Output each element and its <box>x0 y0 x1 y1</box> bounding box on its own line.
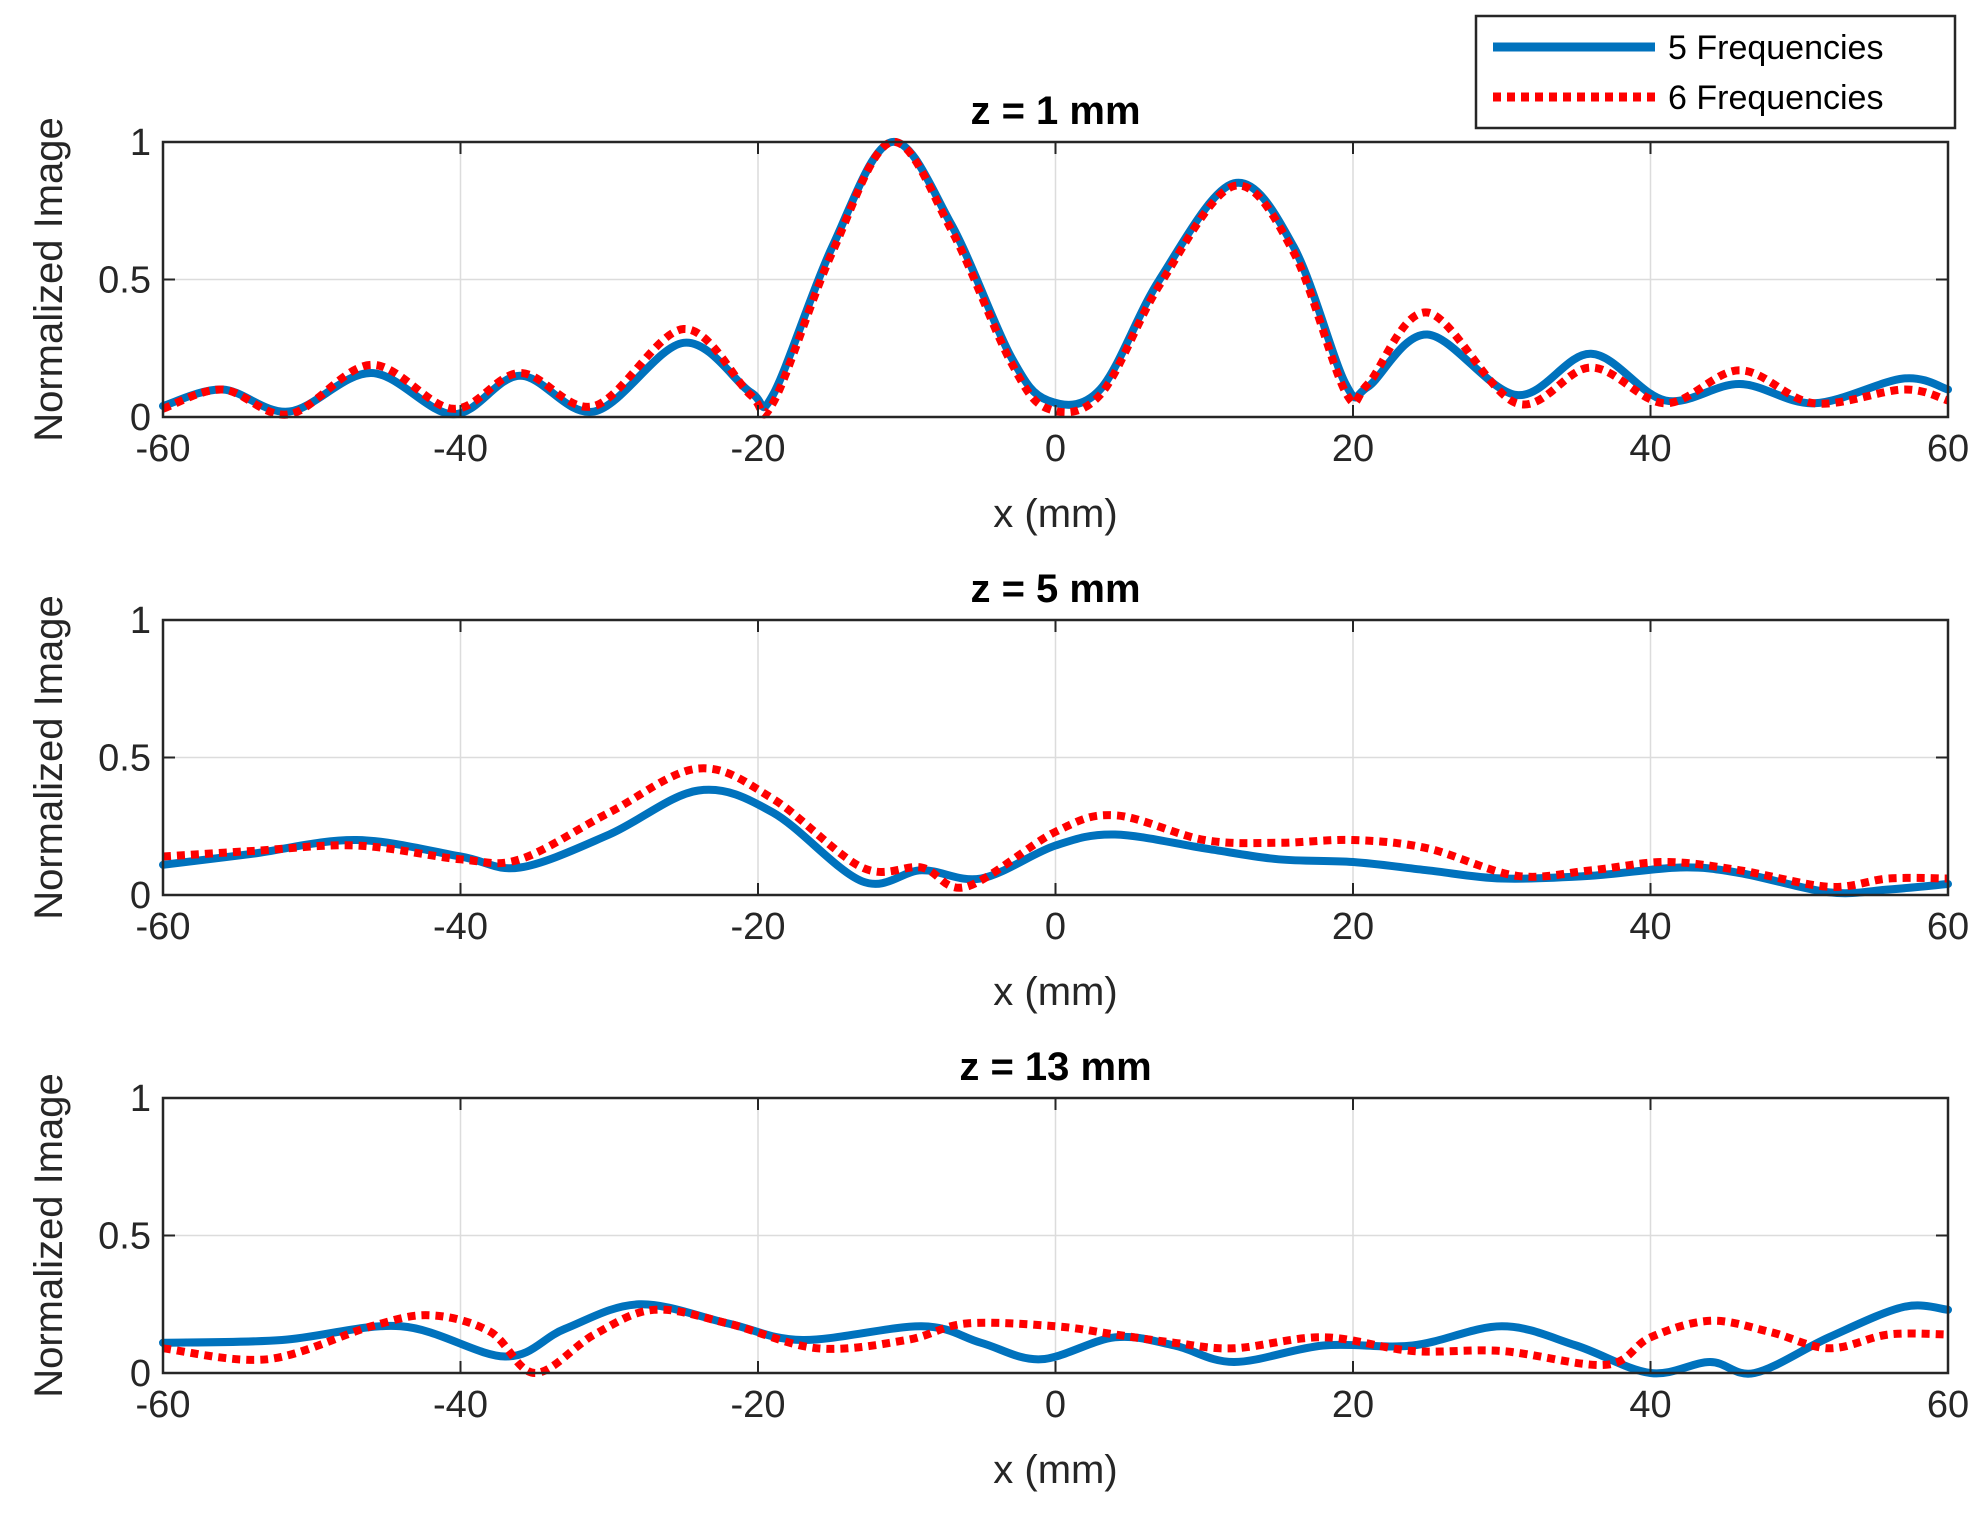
x-axis-label: x (mm) <box>993 970 1117 1014</box>
x-tick-label: 0 <box>1045 906 1066 948</box>
series-line-5-frequencies <box>159 785 1952 898</box>
y-tick-label: 0 <box>130 1353 151 1395</box>
subplot-1: -60 -40 -20 0 20 40 60 0 0.5 1 z = 1 mm x (mm) Norma… <box>27 89 1969 536</box>
legend: 5 Frequencies 6 Frequencies <box>1474 14 1957 130</box>
subplot-title: z = 1 mm <box>970 89 1140 133</box>
x-tick-label: -20 <box>731 428 786 470</box>
subplot-2: -60 -40 -20 0 20 40 60 0 0.5 1 z = 5 mm x (mm) Norma… <box>27 567 1969 1014</box>
y-tick-label: 1 <box>130 122 151 164</box>
x-axis-label: x (mm) <box>993 1448 1117 1492</box>
subplot-title: z = 5 mm <box>970 567 1140 611</box>
x-tick-label: -40 <box>433 906 488 948</box>
y-tick-label: 0.5 <box>98 1216 151 1258</box>
y-axis-label: Normalized Image <box>27 595 71 920</box>
x-tick-label: -20 <box>731 1384 786 1426</box>
y-axis-label: Normalized Image <box>27 117 71 442</box>
legend-label-5-frequencies: 5 Frequencies <box>1668 29 1883 67</box>
x-tick-label: -40 <box>433 1384 488 1426</box>
y-tick-label: 0.5 <box>98 738 151 780</box>
series-line-6-frequencies <box>162 764 1949 892</box>
subplot-panels: -60 -40 -20 0 20 40 60 0 0.5 1 z = 1 mm x (mm) Norma… <box>27 89 1969 1492</box>
x-axis-label: x (mm) <box>993 492 1117 536</box>
x-tick-label: 60 <box>1927 906 1969 948</box>
y-tick-label: 1 <box>130 600 151 642</box>
y-tick-label: 0 <box>130 875 151 917</box>
y-tick-label: 0.5 <box>98 260 151 302</box>
x-tick-label: 20 <box>1332 1384 1374 1426</box>
x-tick-label: 60 <box>1927 428 1969 470</box>
x-tick-label: -40 <box>433 428 488 470</box>
x-tick-label: 40 <box>1629 1384 1671 1426</box>
series-line-6-frequencies <box>161 138 1950 419</box>
y-axis-label: Normalized Image <box>27 1073 71 1398</box>
legend-box <box>1474 14 1957 130</box>
x-tick-label: 40 <box>1629 906 1671 948</box>
x-tick-label: 0 <box>1045 428 1066 470</box>
legend-label-6-frequencies: 6 Frequencies <box>1668 79 1883 117</box>
series-line-6-frequencies <box>162 1305 1949 1377</box>
subplot-3: -60 -40 -20 0 20 40 60 0 0.5 1 z = 13 mm x (mm) Norm… <box>27 1045 1969 1492</box>
x-tick-label: 40 <box>1629 428 1671 470</box>
x-tick-label: -60 <box>136 1384 191 1426</box>
x-tick-label: -60 <box>136 906 191 948</box>
x-tick-label: 60 <box>1927 1384 1969 1426</box>
subplot-title: z = 13 mm <box>959 1045 1151 1089</box>
x-tick-label: 0 <box>1045 1384 1066 1426</box>
x-tick-label: 20 <box>1332 906 1374 948</box>
x-tick-label: -20 <box>731 906 786 948</box>
x-tick-label: 20 <box>1332 428 1374 470</box>
series-line-5-frequencies <box>159 137 1952 419</box>
y-tick-label: 0 <box>130 397 151 439</box>
x-tick-label: -60 <box>136 428 191 470</box>
y-tick-label: 1 <box>130 1078 151 1120</box>
